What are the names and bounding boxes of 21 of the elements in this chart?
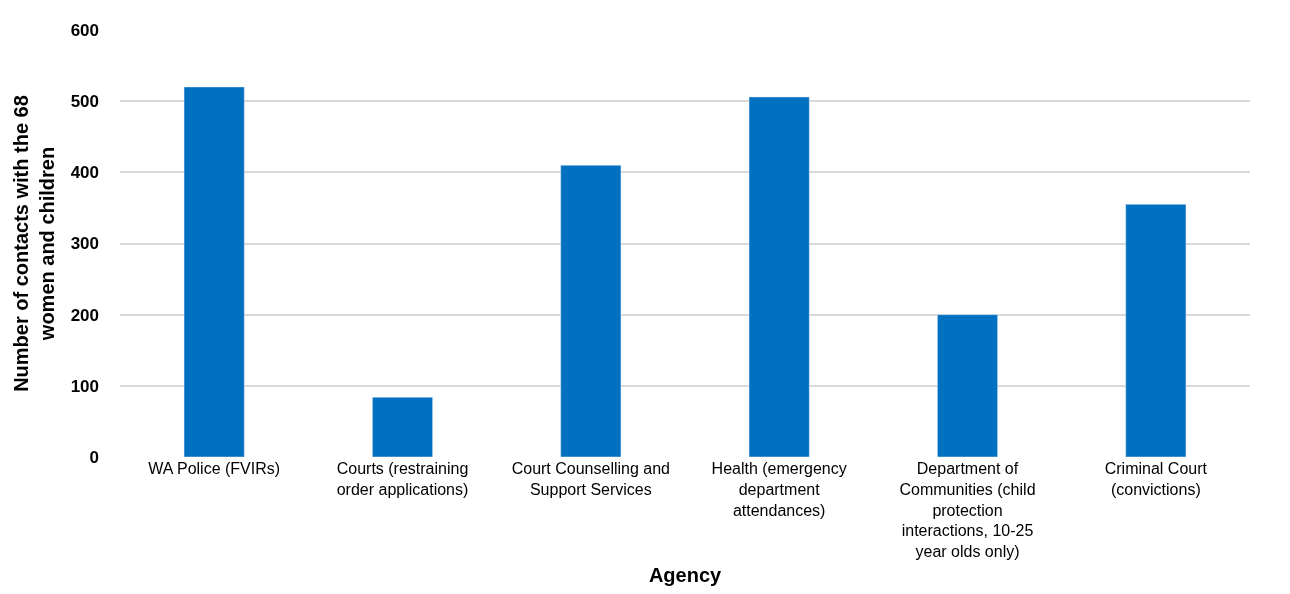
bar — [1125, 204, 1187, 457]
y-axis-title: Number of contacts with the 68 women and children — [10, 95, 59, 392]
x-axis-title: Agency — [648, 563, 722, 586]
y-tick-label: 100 — [70, 376, 99, 396]
bar — [372, 396, 433, 457]
x-tick-label: Courts (restraining order applications) — [336, 460, 469, 498]
bar — [183, 86, 245, 457]
bar — [748, 96, 810, 457]
y-tick-label: 400 — [70, 163, 99, 183]
bar — [560, 164, 622, 457]
x-tick-label: Criminal Court (convictions) — [1104, 460, 1208, 498]
y-tick-label: 200 — [70, 305, 99, 325]
x-tick-label: WA Police (FVIRs) — [148, 460, 281, 477]
y-tick-label: 300 — [70, 234, 99, 254]
x-tick-label: Department of Communities (child protection interactions, 10-25 year olds only) — [899, 460, 1036, 561]
y-tick-label: 600 — [70, 20, 99, 40]
y-tick-label: 0 — [89, 447, 99, 467]
x-tick-label: Health (emergency department attendances) — [711, 460, 847, 519]
bar — [937, 314, 998, 457]
x-tick-label: Court Counselling and Support Services — [511, 460, 670, 498]
y-tick-label: 500 — [70, 92, 99, 112]
